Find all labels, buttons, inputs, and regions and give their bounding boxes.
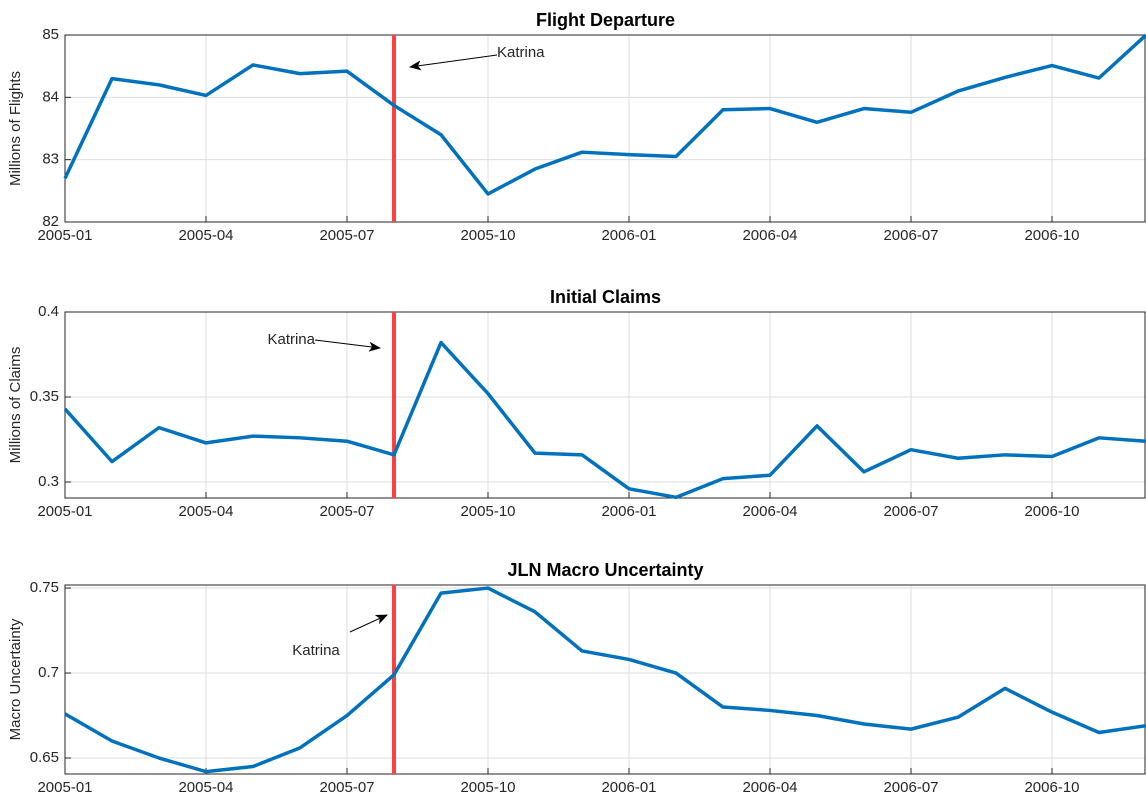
x-tick-label: 2005-04 <box>178 503 233 520</box>
annotation: Katrina <box>292 642 340 659</box>
axes-box <box>64 34 1146 223</box>
x-tick-label: 2005-01 <box>37 227 92 244</box>
y-axis-label: Macro Uncertainty <box>7 618 24 740</box>
data-line <box>63 340 1146 500</box>
y-tick-label: 0.3 <box>38 473 59 490</box>
y-tick-label: 83 <box>42 151 59 168</box>
annotation-arrow <box>409 54 498 71</box>
annotation-arrow <box>349 614 388 633</box>
x-tick-label: 2005-07 <box>319 227 374 244</box>
x-tick-label: 2005-04 <box>178 779 233 796</box>
annotation: Katrina <box>267 331 315 348</box>
x-tick-label: 2006-04 <box>742 503 797 520</box>
x-tick-label: 2006-01 <box>601 503 656 520</box>
y-axis-label: Millions of Claims <box>7 347 24 464</box>
y-tick-label: 85 <box>42 26 59 43</box>
x-tick-label: 2006-01 <box>601 779 656 796</box>
x-tick-label: 2006-07 <box>883 503 938 520</box>
x-tick-label: 2006-01 <box>601 227 656 244</box>
chart-title: Flight Departure <box>536 10 675 30</box>
y-tick-label: 0.35 <box>30 388 59 405</box>
x-tick-label: 2005-10 <box>460 779 515 796</box>
axes-box <box>64 584 1146 775</box>
x-tick-label: 2005-01 <box>37 503 92 520</box>
x-tick-label: 2005-07 <box>319 503 374 520</box>
y-tick-label: 0.65 <box>30 749 59 766</box>
data-line <box>63 33 1146 196</box>
x-tick-label: 2005-07 <box>319 779 374 796</box>
y-tick-label: 0.4 <box>38 303 59 320</box>
y-tick-label: 84 <box>42 88 59 105</box>
x-tick-label: 2005-01 <box>37 779 92 796</box>
x-tick-label: 2006-04 <box>742 227 797 244</box>
y-axis-label: Millions of Flights <box>7 71 24 186</box>
x-tick-label: 2005-10 <box>460 227 515 244</box>
y-tick-label: 0.7 <box>38 664 59 681</box>
y-tick-label: 82 <box>42 213 59 230</box>
x-tick-label: 2006-10 <box>1024 227 1079 244</box>
x-tick-label: 2005-10 <box>460 503 515 520</box>
axes-box <box>64 311 1146 499</box>
x-tick-label: 2005-04 <box>178 227 233 244</box>
x-tick-label: 2006-07 <box>883 227 938 244</box>
data-line <box>64 586 1146 774</box>
annotation-arrow <box>314 339 381 352</box>
x-tick-label: 2006-07 <box>883 779 938 796</box>
x-tick-label: 2006-10 <box>1024 779 1079 796</box>
chart-title: Initial Claims <box>550 287 661 307</box>
x-tick-label: 2006-04 <box>742 779 797 796</box>
y-tick-label: 0.75 <box>30 579 59 596</box>
annotation: Katrina <box>497 44 545 61</box>
chart-title: JLN Macro Uncertainty <box>507 560 703 580</box>
x-tick-label: 2006-10 <box>1024 503 1079 520</box>
